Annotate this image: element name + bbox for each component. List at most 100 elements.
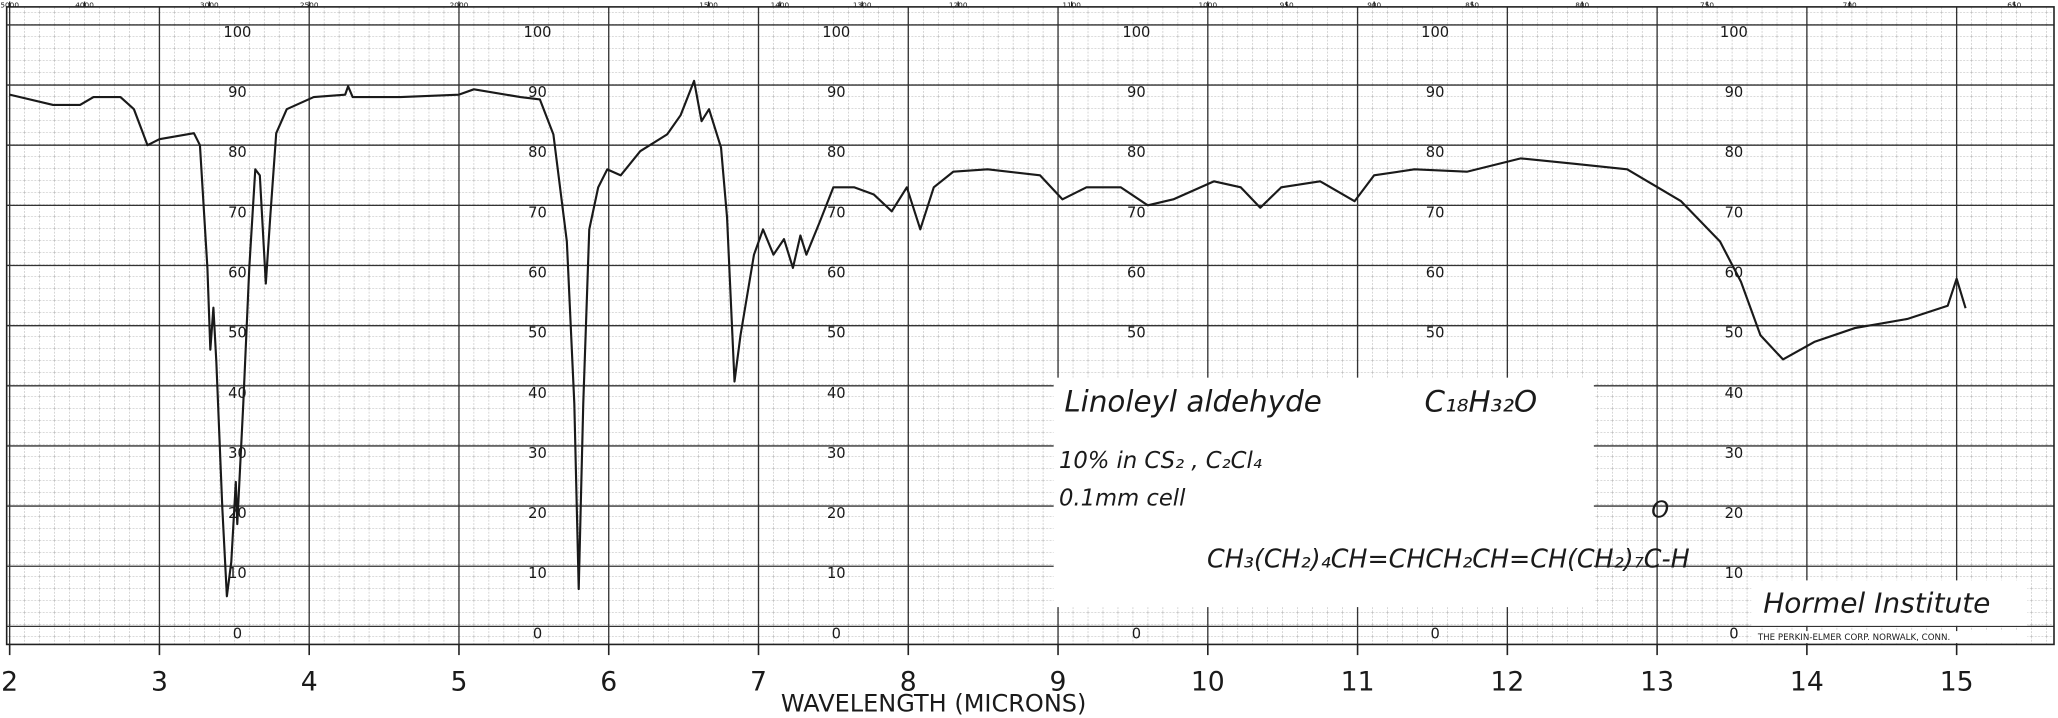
top-tick-label: 900 (1367, 1, 1381, 10)
y-tick-label: 0 (1132, 625, 1141, 642)
top-tick-label: 2000 (450, 1, 469, 10)
y-tick-label: 0 (533, 625, 542, 642)
y-tick-label: 80 (1127, 144, 1146, 161)
y-tick-label: 50 (827, 325, 846, 342)
x-tick-label: 2 (1, 667, 18, 698)
top-tick-label: 750 (1700, 1, 1714, 10)
y-tick-label: 60 (1426, 265, 1445, 282)
annotation-box (1053, 377, 1594, 608)
top-tick-label: 1200 (949, 1, 968, 10)
structure: CH₃(CH₂)₄CH=CHCH₂CH=CH(CH₂)₇C-H (1207, 543, 1690, 573)
top-tick-label: 650 (2007, 1, 2021, 10)
top-tick-label: 2500 (300, 1, 319, 10)
y-tick-label: 90 (1426, 84, 1445, 101)
x-tick-label: 4 (301, 667, 318, 698)
y-tick-label: 70 (1426, 204, 1445, 221)
x-tick-label: 15 (1940, 667, 1974, 698)
y-tick-label: 80 (228, 144, 247, 161)
y-tick-label: 30 (1725, 445, 1744, 462)
y-tick-label: 0 (1729, 625, 1738, 642)
institute: Hormel Institute (1763, 586, 1990, 619)
y-tick-label: 100 (1421, 24, 1449, 41)
y-tick-label: 100 (1720, 24, 1748, 41)
y-tick-label: 70 (1127, 204, 1146, 221)
grid (6, 6, 2054, 645)
y-tick-label: 30 (827, 445, 846, 462)
x-tick-label: 13 (1640, 667, 1674, 698)
y-tick-label: 0 (233, 625, 242, 642)
x-tick-label: 8 (900, 667, 917, 698)
y-tick-label: 60 (528, 265, 547, 282)
x-tick-label: 9 (1050, 667, 1067, 698)
x-tick-label: 10 (1191, 667, 1225, 698)
x-tick-label: 7 (750, 667, 767, 698)
x-tick-label: 12 (1490, 667, 1524, 698)
spectrum-line (9, 79, 1967, 598)
top-tick-label: 1300 (853, 1, 872, 10)
y-tick-label: 10 (228, 565, 247, 582)
y-tick-label: 40 (228, 385, 247, 402)
y-tick-label: 30 (528, 445, 547, 462)
y-tick-label: 10 (827, 565, 846, 582)
y-tick-label: 40 (1725, 385, 1744, 402)
y-tick-label: 80 (1426, 144, 1445, 161)
y-tick-label: 30 (228, 445, 247, 462)
y-tick-label: 80 (827, 144, 846, 161)
x-tick-label: 11 (1341, 667, 1375, 698)
y-tick-label: 0 (832, 625, 841, 642)
y-tick-label: 90 (528, 84, 547, 101)
formula: C₁₈H₃₂O (1424, 385, 1537, 419)
y-tick-label: 50 (1725, 325, 1744, 342)
y-tick-label: 50 (528, 325, 547, 342)
spectrum (9, 79, 1967, 598)
maker-strip (1751, 631, 2028, 644)
y-tick-label: 50 (228, 325, 247, 342)
top-tick-label: 1400 (771, 1, 790, 10)
y-tick-label: 90 (1725, 84, 1744, 101)
cell: 0.1mm cell (1059, 486, 1186, 512)
top-tick-label: 950 (1280, 1, 1294, 10)
y-tick-label: 0 (1430, 625, 1439, 642)
x-tick-label: 3 (151, 667, 168, 698)
top-tick-label: 4000 (75, 1, 94, 10)
solvent: 10% in CS₂ , C₂Cl₄ (1059, 448, 1262, 474)
top-tick-label: 1100 (1062, 1, 1081, 10)
y-tick-label: 10 (528, 565, 547, 582)
x-tick-label: 6 (600, 667, 617, 698)
y-tick-label: 70 (528, 204, 547, 221)
y-tick-label: 90 (1127, 84, 1146, 101)
y-tick-label: 20 (228, 505, 247, 522)
y-tick-label: 100 (524, 24, 552, 41)
top-tick-label: 3000 (200, 1, 219, 10)
y-tick-label: 40 (827, 385, 846, 402)
y-tick-label: 60 (228, 265, 247, 282)
x-axis-title: WAVELENGTH (MICRONS) (781, 689, 1086, 717)
top-tick-label: 800 (1575, 1, 1589, 10)
y-tick-label: 20 (528, 505, 547, 522)
top-tick-label: 850 (1465, 1, 1479, 10)
y-tick-label: 60 (827, 265, 846, 282)
y-tick-label: 100 (1122, 24, 1150, 41)
y-tick-label: 80 (528, 144, 547, 161)
y-tick-label: 70 (1725, 204, 1744, 221)
y-tick-label: 40 (528, 385, 547, 402)
y-tick-label: 10 (1725, 565, 1744, 582)
y-tick-label: 80 (1725, 144, 1744, 161)
top-tick-label: 5000 (0, 1, 19, 10)
carbonyl-o: O (1651, 498, 1669, 524)
y-tick-label: 60 (1127, 265, 1146, 282)
y-tick-label: 90 (228, 84, 247, 101)
institute-box (1751, 580, 2028, 626)
x-tick-label: 5 (450, 667, 467, 698)
y-tick-label: 70 (827, 204, 846, 221)
plot-frame (5, 6, 2055, 646)
y-tick-label: 90 (827, 84, 846, 101)
y-tick-label: 100 (223, 24, 251, 41)
top-tick-label: 1500 (699, 1, 718, 10)
compound-name: Linoleyl aldehyde (1064, 385, 1321, 419)
y-tick-label: 50 (1127, 325, 1146, 342)
maker: THE PERKIN-ELMER CORP. NORWALK, CONN. (1757, 633, 1950, 643)
y-tick-label: 20 (827, 505, 846, 522)
y-tick-label: 70 (228, 204, 247, 221)
